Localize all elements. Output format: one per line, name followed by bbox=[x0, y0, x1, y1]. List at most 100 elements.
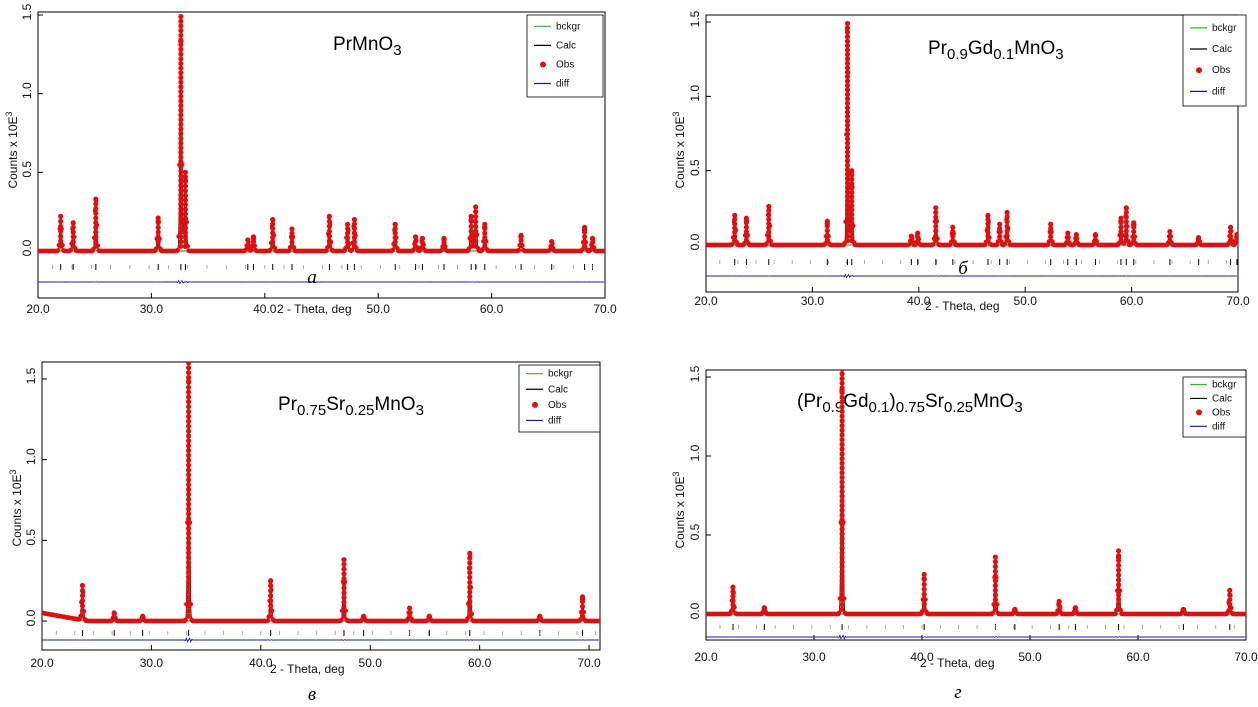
obs-point bbox=[270, 216, 276, 223]
obs-point bbox=[341, 613, 347, 619]
obs-point bbox=[186, 525, 192, 532]
obs-point bbox=[178, 145, 184, 151]
obs-point bbox=[849, 229, 855, 235]
obs-point bbox=[921, 606, 927, 612]
obs-point bbox=[178, 107, 184, 113]
obs-point bbox=[839, 550, 845, 556]
x-tick-label: 60.0 bbox=[1120, 294, 1144, 308]
obs-point bbox=[1116, 548, 1122, 554]
obs-point bbox=[178, 187, 184, 193]
obs-point bbox=[849, 224, 855, 231]
obs-point bbox=[1118, 237, 1124, 244]
obs-point bbox=[839, 606, 845, 612]
obs-point bbox=[1118, 229, 1124, 235]
obs-point bbox=[1048, 225, 1054, 231]
obs-point bbox=[70, 229, 76, 235]
obs-point bbox=[1118, 215, 1124, 221]
obs-point bbox=[1116, 606, 1122, 612]
obs-point bbox=[1065, 230, 1071, 236]
obs-point bbox=[289, 226, 295, 232]
obs-point bbox=[178, 182, 184, 188]
obs-point bbox=[931, 242, 936, 247]
obs-point bbox=[392, 230, 398, 236]
obs-point bbox=[186, 496, 192, 502]
obs-point bbox=[844, 29, 851, 35]
obs-point bbox=[849, 176, 855, 182]
obs-point bbox=[1072, 605, 1078, 611]
series-diff bbox=[706, 273, 1237, 279]
obs-point bbox=[1004, 214, 1010, 220]
obs-point bbox=[140, 613, 146, 619]
obs-point bbox=[178, 239, 184, 245]
obs-point bbox=[844, 215, 851, 221]
obs-point bbox=[178, 201, 184, 207]
obs-point bbox=[839, 531, 845, 537]
plot-area bbox=[42, 362, 600, 643]
obs-point bbox=[844, 105, 851, 111]
legend-label: bckgr bbox=[1212, 379, 1237, 390]
obs-point bbox=[341, 585, 347, 591]
legend-marker bbox=[532, 401, 538, 408]
obs-point bbox=[268, 608, 274, 614]
obs-point bbox=[468, 238, 474, 244]
obs-point bbox=[270, 230, 276, 236]
obs-point bbox=[341, 594, 347, 601]
obs-point bbox=[178, 37, 184, 43]
obs-point bbox=[178, 84, 184, 90]
obs-point bbox=[186, 482, 192, 488]
obs-point bbox=[186, 521, 192, 527]
obs-point bbox=[582, 224, 588, 230]
obs-point bbox=[341, 561, 347, 568]
obs-point bbox=[997, 234, 1003, 240]
obs-point bbox=[839, 592, 845, 598]
obs-point bbox=[1131, 233, 1137, 239]
obs-point bbox=[766, 208, 772, 214]
obs-point bbox=[849, 216, 855, 222]
obs-point bbox=[289, 244, 295, 250]
obs-point bbox=[482, 230, 488, 236]
obs-point bbox=[183, 617, 188, 623]
obs-point bbox=[186, 564, 192, 571]
obs-point bbox=[1092, 232, 1098, 238]
obs-point bbox=[992, 587, 999, 593]
x-tick-label: 70.0 bbox=[1234, 650, 1258, 664]
obs-point bbox=[1167, 233, 1173, 239]
obs-point bbox=[186, 540, 192, 546]
obs-point bbox=[844, 51, 851, 58]
legend-label: Calc bbox=[1212, 44, 1232, 55]
obs-point bbox=[58, 218, 64, 224]
obs-point bbox=[407, 614, 413, 620]
obs-point bbox=[1116, 562, 1122, 569]
obs-point bbox=[839, 470, 845, 476]
obs-point bbox=[839, 418, 845, 424]
obs-point bbox=[1056, 603, 1062, 609]
obs-point bbox=[467, 613, 473, 619]
obs-point bbox=[730, 598, 736, 604]
obs-point bbox=[844, 74, 851, 80]
obs-point bbox=[467, 550, 473, 556]
obs-point bbox=[950, 224, 956, 230]
obs-point bbox=[730, 593, 736, 599]
obs-point bbox=[186, 399, 192, 405]
obs-point bbox=[766, 229, 772, 235]
obs-point bbox=[992, 601, 999, 608]
obs-point bbox=[155, 215, 161, 221]
obs-point bbox=[1002, 241, 1008, 247]
obs-point bbox=[1012, 606, 1018, 612]
y-axis-label: Counts x 10E3 bbox=[671, 471, 687, 548]
obs-point bbox=[186, 535, 192, 541]
obs-point bbox=[1113, 611, 1118, 616]
obs-point bbox=[268, 603, 274, 609]
panel-caption: а bbox=[307, 267, 317, 288]
obs-point bbox=[79, 613, 86, 619]
obs-point bbox=[58, 233, 64, 239]
legend-marker bbox=[1196, 67, 1202, 74]
obs-point bbox=[849, 198, 855, 204]
plot-area bbox=[38, 14, 605, 285]
x-tick-label: 70.0 bbox=[577, 656, 601, 670]
obs-point bbox=[908, 233, 915, 239]
obs-point bbox=[1065, 238, 1071, 244]
x-tick-label: 70.0 bbox=[1226, 294, 1250, 308]
obs-point bbox=[839, 375, 845, 382]
obs-point bbox=[985, 229, 991, 235]
